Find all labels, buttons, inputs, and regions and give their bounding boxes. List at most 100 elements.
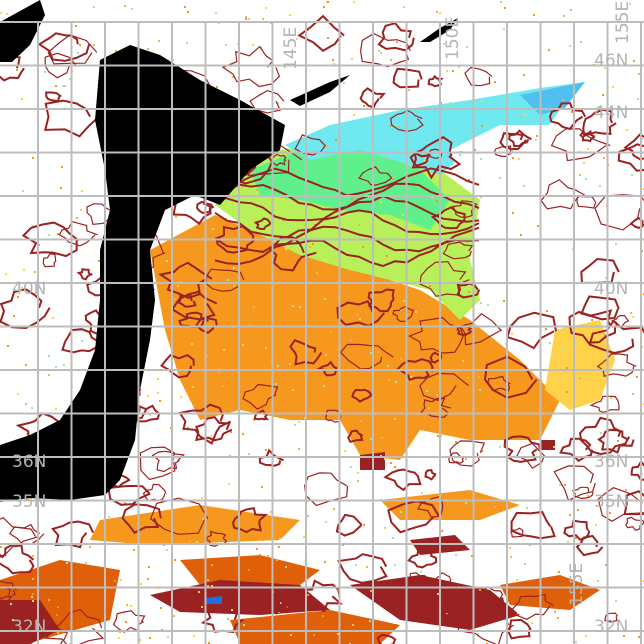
speck xyxy=(597,580,599,582)
sst-contour xyxy=(42,253,57,268)
speck xyxy=(265,347,267,349)
speck xyxy=(32,157,34,159)
speck xyxy=(282,219,284,221)
speck xyxy=(429,285,431,287)
speck xyxy=(185,264,187,266)
speck xyxy=(148,566,150,568)
sst-contour xyxy=(0,580,17,600)
speck xyxy=(81,190,83,192)
sst-contour xyxy=(297,14,345,53)
sst-contour xyxy=(58,220,98,247)
sst-contour xyxy=(623,133,644,161)
sst-contour xyxy=(430,206,466,230)
speck xyxy=(232,76,234,78)
speck xyxy=(218,371,220,373)
speck xyxy=(499,177,501,179)
speck xyxy=(446,70,448,72)
lon-label: 150E xyxy=(443,17,463,60)
speck xyxy=(595,524,597,526)
speck xyxy=(380,201,382,203)
speck xyxy=(531,622,533,624)
speck xyxy=(437,234,439,236)
speck xyxy=(61,166,63,168)
speck xyxy=(358,224,360,226)
sst-contour xyxy=(0,543,35,575)
speck xyxy=(370,438,372,440)
speck xyxy=(350,466,352,468)
speck xyxy=(44,71,46,73)
sst-contour xyxy=(588,319,644,355)
speck xyxy=(324,561,326,563)
speck xyxy=(452,70,454,72)
sst-contour xyxy=(195,416,233,442)
speck xyxy=(211,585,213,587)
green-region xyxy=(250,145,450,230)
sst-contour xyxy=(411,136,462,180)
speck xyxy=(292,305,294,307)
sst-contour xyxy=(419,397,451,418)
speck xyxy=(211,564,213,566)
speck xyxy=(261,486,263,488)
speck xyxy=(558,571,560,573)
speck xyxy=(609,512,611,514)
speck xyxy=(0,12,2,14)
speck xyxy=(625,489,627,491)
speck xyxy=(465,458,467,460)
speck xyxy=(494,506,496,508)
speck xyxy=(410,382,412,384)
speck xyxy=(468,291,470,293)
speck xyxy=(375,437,377,439)
speck xyxy=(465,502,467,504)
speck xyxy=(248,18,250,20)
sst-contour xyxy=(359,32,411,68)
sst-contour xyxy=(540,179,587,210)
speck xyxy=(207,585,209,587)
sst-contour xyxy=(158,261,213,299)
speck xyxy=(562,99,564,101)
speck xyxy=(55,85,57,87)
speck xyxy=(139,639,141,641)
sst-contour xyxy=(617,143,644,172)
speck xyxy=(287,224,289,226)
speck xyxy=(242,433,244,435)
speck xyxy=(267,555,269,557)
speck xyxy=(455,554,457,556)
speck xyxy=(439,12,441,14)
speck xyxy=(381,437,383,439)
sst-contour xyxy=(76,268,93,281)
speck xyxy=(385,312,387,314)
lat-lon-grid xyxy=(0,21,644,644)
land-island xyxy=(290,75,350,106)
speck xyxy=(385,158,387,160)
sst-contour xyxy=(511,593,554,620)
lon-label: 155E xyxy=(567,563,587,606)
sst-contour xyxy=(149,497,209,535)
speck xyxy=(566,391,568,393)
speck xyxy=(346,349,348,351)
speck xyxy=(422,418,424,420)
speck xyxy=(520,116,522,118)
speck xyxy=(187,427,189,429)
speck xyxy=(615,243,617,245)
speck xyxy=(201,606,203,608)
land-japan xyxy=(0,45,285,502)
speck xyxy=(52,317,54,319)
speck xyxy=(386,255,388,257)
speck xyxy=(392,178,394,180)
speck xyxy=(149,637,151,639)
speck xyxy=(189,540,191,542)
speck xyxy=(436,200,438,202)
speck xyxy=(31,407,33,409)
speck xyxy=(296,38,298,40)
sst-contour xyxy=(448,452,465,464)
speck xyxy=(124,502,126,504)
sst-contour xyxy=(325,409,342,423)
speck xyxy=(277,102,279,104)
speck xyxy=(407,203,409,205)
front-band xyxy=(0,600,60,644)
speck xyxy=(17,296,19,298)
sst-contour xyxy=(196,200,215,214)
sst-contour xyxy=(457,601,515,644)
speck xyxy=(631,174,633,176)
